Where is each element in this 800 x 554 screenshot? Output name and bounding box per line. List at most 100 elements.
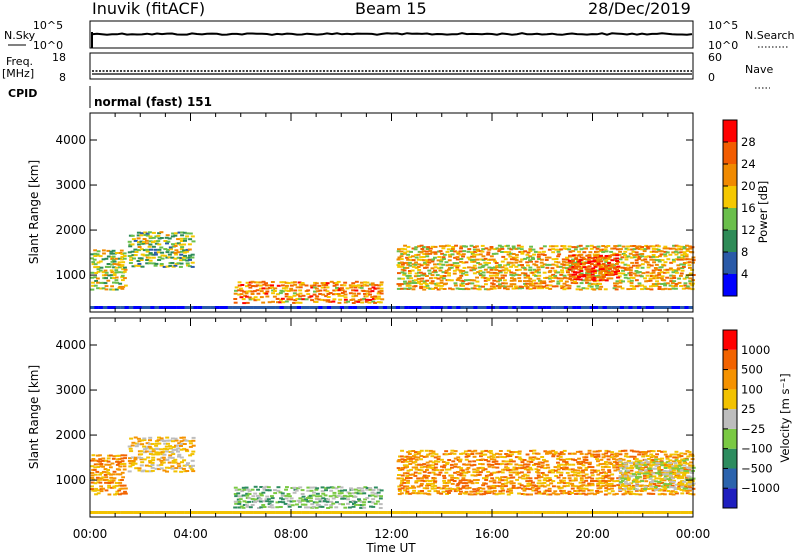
echo-cell xyxy=(453,256,457,259)
echo-cell xyxy=(447,259,452,262)
echo-cell xyxy=(512,279,517,282)
echo-cell xyxy=(640,284,645,287)
echo-cell xyxy=(510,453,514,456)
echo-cell xyxy=(470,260,475,263)
echo-cell xyxy=(399,250,404,253)
ground-scatter-cell xyxy=(671,306,676,309)
echo-cell xyxy=(121,268,125,271)
echo-cell xyxy=(233,292,238,295)
echo-cell xyxy=(568,275,573,278)
ground-scatter-cell xyxy=(236,511,241,514)
echo-cell xyxy=(190,261,195,264)
echo-cell xyxy=(542,250,546,253)
echo-cell xyxy=(638,493,643,496)
nave-label: Nave xyxy=(745,63,773,76)
echo-cell xyxy=(651,271,656,274)
echo-cell xyxy=(455,251,460,254)
echo-cell xyxy=(171,459,176,462)
echo-cell xyxy=(498,490,503,493)
echo-cell xyxy=(419,287,424,290)
echo-cell xyxy=(256,292,261,295)
echo-cell xyxy=(530,271,535,274)
echo-cell xyxy=(531,282,536,285)
echo-cell xyxy=(413,460,418,463)
echo-cell xyxy=(595,287,600,290)
echo-cell xyxy=(408,492,413,495)
echo-cell xyxy=(601,279,606,282)
echo-cell xyxy=(619,481,623,484)
echo-cell xyxy=(181,256,186,259)
echo-cell xyxy=(475,489,480,492)
echo-cell xyxy=(324,284,329,286)
echo-cell xyxy=(537,274,542,277)
echo-cell xyxy=(264,282,268,285)
echo-cell xyxy=(133,458,138,461)
echo-cell xyxy=(145,234,150,237)
echo-cell xyxy=(115,281,120,284)
echo-cell xyxy=(604,260,609,263)
echo-cell xyxy=(532,449,537,452)
echo-cell xyxy=(498,264,502,267)
echo-cell xyxy=(573,459,578,462)
ground-scatter-cell xyxy=(102,511,108,514)
echo-cell xyxy=(265,489,270,492)
echo-cell xyxy=(649,469,653,472)
echo-cell xyxy=(101,457,106,460)
echo-cell xyxy=(314,287,319,290)
echo-cell xyxy=(492,479,497,482)
echo-cell xyxy=(674,450,679,453)
ground-scatter-cell xyxy=(90,306,95,309)
echo-cell xyxy=(459,467,464,470)
ground-scatter-cell xyxy=(158,511,164,514)
echo-cell xyxy=(284,497,289,500)
echo-cell xyxy=(436,460,441,463)
echo-cell xyxy=(578,481,583,484)
echo-cell xyxy=(98,458,102,461)
echo-cell xyxy=(566,271,570,274)
echo-cell xyxy=(137,456,142,459)
echo-cell xyxy=(456,487,461,489)
echo-cell xyxy=(447,272,451,275)
echo-cell xyxy=(587,449,592,452)
ground-scatter-cell xyxy=(421,306,427,309)
echo-cell xyxy=(563,463,567,466)
echo-cell xyxy=(576,487,581,490)
echo-cell xyxy=(523,473,527,476)
echo-cell xyxy=(145,248,149,251)
echo-cell xyxy=(354,491,359,494)
echo-cell xyxy=(469,279,474,282)
echo-cell xyxy=(495,264,500,267)
echo-cell xyxy=(690,251,695,254)
echo-cell xyxy=(167,461,172,464)
echo-cell xyxy=(580,275,585,278)
ground-scatter-cell xyxy=(111,306,116,309)
echo-cell xyxy=(360,489,365,492)
echo-cell xyxy=(435,274,440,277)
ground-scatter-cell xyxy=(210,306,216,309)
echo-cell xyxy=(656,462,661,465)
echo-cell xyxy=(587,492,591,495)
echo-cell xyxy=(248,286,253,289)
echo-cell xyxy=(409,277,414,280)
echo-cell xyxy=(349,286,354,289)
echo-cell xyxy=(351,488,355,491)
echo-cell xyxy=(489,473,494,476)
echo-cell xyxy=(655,256,659,258)
echo-cell xyxy=(665,461,670,464)
echo-cell xyxy=(248,506,253,509)
echo-cell xyxy=(179,248,184,251)
echo-cell xyxy=(107,265,112,268)
echo-cell xyxy=(472,468,477,471)
echo-cell xyxy=(258,281,263,284)
echo-cell xyxy=(184,439,189,442)
echo-cell xyxy=(114,482,119,484)
echo-cell xyxy=(551,248,556,251)
echo-cell xyxy=(107,479,112,482)
echo-cell xyxy=(133,254,138,257)
echo-cell xyxy=(251,285,255,287)
echo-cell xyxy=(500,483,505,485)
echo-cell xyxy=(643,258,648,261)
echo-cell xyxy=(638,459,643,462)
echo-cell xyxy=(544,259,549,261)
ground-scatter-cell xyxy=(438,511,444,514)
